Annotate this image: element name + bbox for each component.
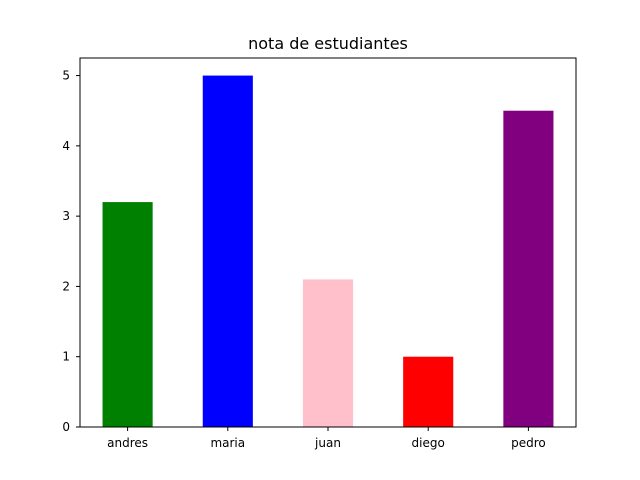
- y-tick-label: 4: [62, 139, 70, 153]
- y-tick-label: 2: [62, 279, 70, 293]
- bar-maria: [202, 75, 253, 428]
- bar-juan: [302, 279, 354, 427]
- bar-diego: [403, 356, 454, 427]
- x-tick-label: diego: [412, 436, 445, 450]
- bar-andres: [102, 202, 153, 427]
- bar-pedro: [503, 110, 554, 427]
- bars-group: [102, 75, 554, 428]
- y-tick-label: 3: [62, 209, 70, 223]
- x-tick-label: maria: [210, 436, 245, 450]
- chart-title: nota de estudiantes: [248, 34, 408, 53]
- y-tick-label: 0: [62, 420, 70, 434]
- y-tick-label: 1: [62, 350, 70, 364]
- x-tick-label: pedro: [511, 436, 546, 450]
- x-tick-label: andres: [107, 436, 148, 450]
- y-axis: 0 1 2 3 4 5: [62, 69, 80, 434]
- plot-frame: [79, 57, 577, 428]
- x-tick-label: juan: [314, 436, 341, 450]
- y-tick-label: 5: [62, 69, 70, 83]
- x-axis: andres maria juan diego pedro: [107, 427, 546, 450]
